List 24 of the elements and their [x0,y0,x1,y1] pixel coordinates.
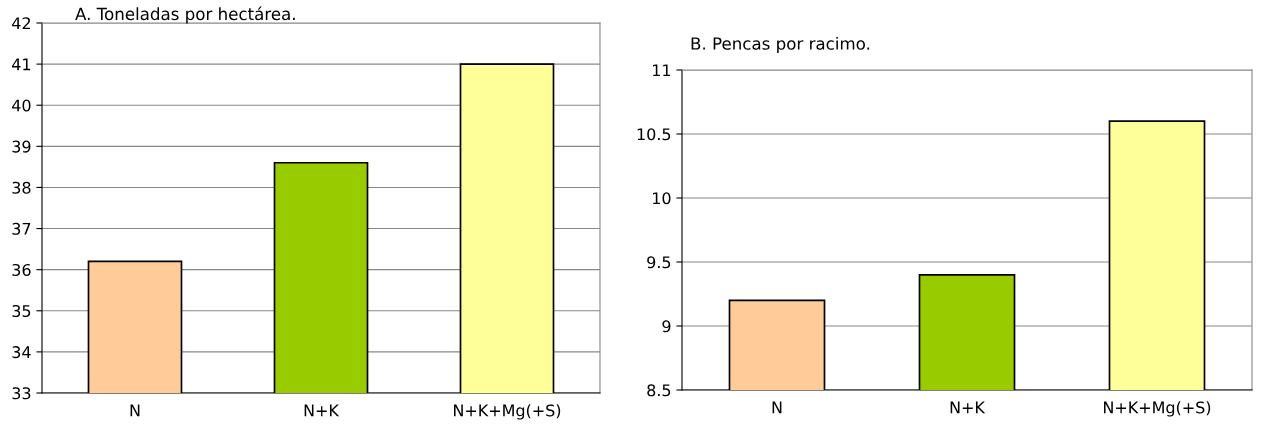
x-tick-label: N+K [950,401,986,414]
y-tick-label: 38 [12,181,31,194]
y-tick-label: 11 [653,64,671,77]
x-tick-label: N [772,401,782,414]
x-tick-label: N [130,404,140,417]
y-tick-label: 8.5 [647,384,671,397]
y-tick-label: 37 [12,222,31,235]
y-tick-label: 42 [12,17,30,30]
y-tick-label: 9 [662,320,671,333]
y-tick-label: 36 [12,263,31,276]
y-tick-label: 41 [12,58,31,71]
x-tick-label: N+K+Mg(+S) [1104,401,1211,417]
y-tick-label: 10.5 [637,128,671,141]
y-tick-label: 39 [12,140,31,153]
y-tick-label: 34 [12,346,31,359]
y-tick-label: 10 [653,192,671,205]
y-tick-label: 40 [12,99,31,112]
y-tick-label: 35 [12,304,31,318]
chart-title: A. Toneladas por hectárea. [75,6,295,24]
y-tick-label: 9.5 [647,256,671,269]
y-tick-label: 33 [12,387,31,400]
x-tick-label: N+K+Mg(+S) [454,404,561,420]
x-tick-label: N+K [304,404,340,417]
chart-title: B. Pencas por racimo. [691,36,870,54]
